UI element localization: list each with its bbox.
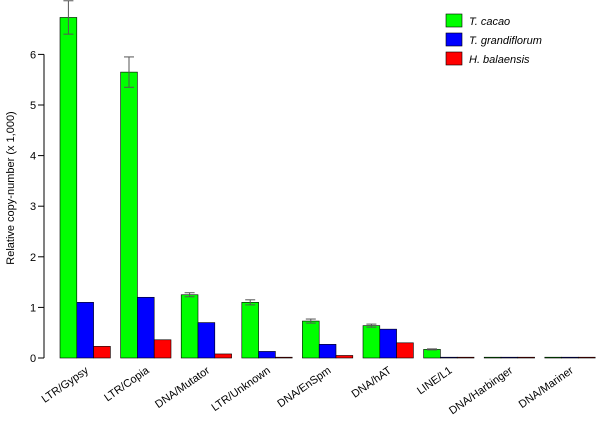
bar-h-balaensis: [517, 356, 535, 359]
bar-t-grandiflorum: [379, 328, 397, 359]
bar-t-cacao: [362, 325, 381, 359]
x-tick-label: DNA/hAT: [350, 364, 394, 400]
legend-label: T. grandiflorum: [469, 35, 542, 47]
bars-layer: [59, 0, 596, 359]
legend: T. cacao T. grandiflorum H. balaensis: [445, 13, 542, 66]
y-tick-label: 5: [30, 100, 36, 112]
bar-t-cacao: [59, 17, 78, 359]
y-tick-label: 6: [30, 49, 36, 61]
y-tick-label: 3: [30, 201, 36, 213]
bar-h-balaensis: [93, 346, 111, 359]
y-tick-label: 1: [30, 302, 36, 314]
bar-t-grandiflorum: [318, 344, 337, 359]
bar-h-balaensis: [456, 356, 475, 359]
bar-t-cacao: [180, 294, 199, 359]
bar-h-balaensis: [335, 355, 354, 359]
bar-h-balaensis: [153, 339, 172, 359]
x-tick-label: LINE/L1: [415, 365, 454, 398]
bar-t-cacao: [544, 356, 562, 359]
bar-h-balaensis: [275, 356, 293, 359]
bar-t-grandiflorum: [561, 356, 579, 359]
bar-t-grandiflorum: [137, 296, 155, 359]
bar-t-grandiflorum: [440, 356, 458, 359]
legend-label: T. cacao: [469, 16, 510, 28]
x-tick-label: DNA/Mariner: [517, 364, 576, 410]
bar-t-grandiflorum: [500, 356, 519, 359]
x-tick-label: DNA/Harbinger: [447, 364, 515, 417]
x-tick-label: LTR/Copia: [102, 364, 152, 404]
bar-t-grandiflorum: [197, 322, 216, 359]
bar-h-balaensis: [578, 356, 596, 359]
y-axis-title: Relative copy-number (x 1,000): [5, 111, 17, 264]
x-axis-labels: LTR/Gypsy LTR/Copia DNA/MutatorLTR/Unknown…: [40, 364, 576, 417]
x-tick-label: LTR/Gypsy: [40, 364, 92, 405]
legend-label: H. balaensis: [469, 54, 530, 66]
y-tick-label: 4: [30, 151, 36, 163]
bar-t-grandiflorum: [76, 302, 94, 359]
bar-t-grandiflorum: [258, 351, 276, 359]
bar-t-cacao: [241, 302, 259, 359]
x-tick-label: DNA/Mutator: [153, 364, 212, 410]
x-tick-label: DNA/EnSpm: [275, 365, 333, 411]
legend-swatch: [445, 13, 463, 28]
y-axis: 0 1 2 3 4 5 6: [30, 49, 45, 365]
y-tick-label: 0: [30, 353, 36, 365]
y-tick-label: 2: [30, 252, 36, 264]
x-tick-label: LTR/Unknown: [209, 365, 272, 414]
bar-h-balaensis: [214, 353, 232, 359]
bar-t-cacao: [120, 71, 138, 359]
legend-swatch: [445, 32, 463, 47]
legend-swatch: [445, 51, 463, 66]
bar-t-cacao: [302, 320, 320, 359]
bar-h-balaensis: [396, 342, 414, 359]
bar-t-cacao: [423, 349, 441, 359]
bar-t-cacao: [483, 356, 502, 359]
